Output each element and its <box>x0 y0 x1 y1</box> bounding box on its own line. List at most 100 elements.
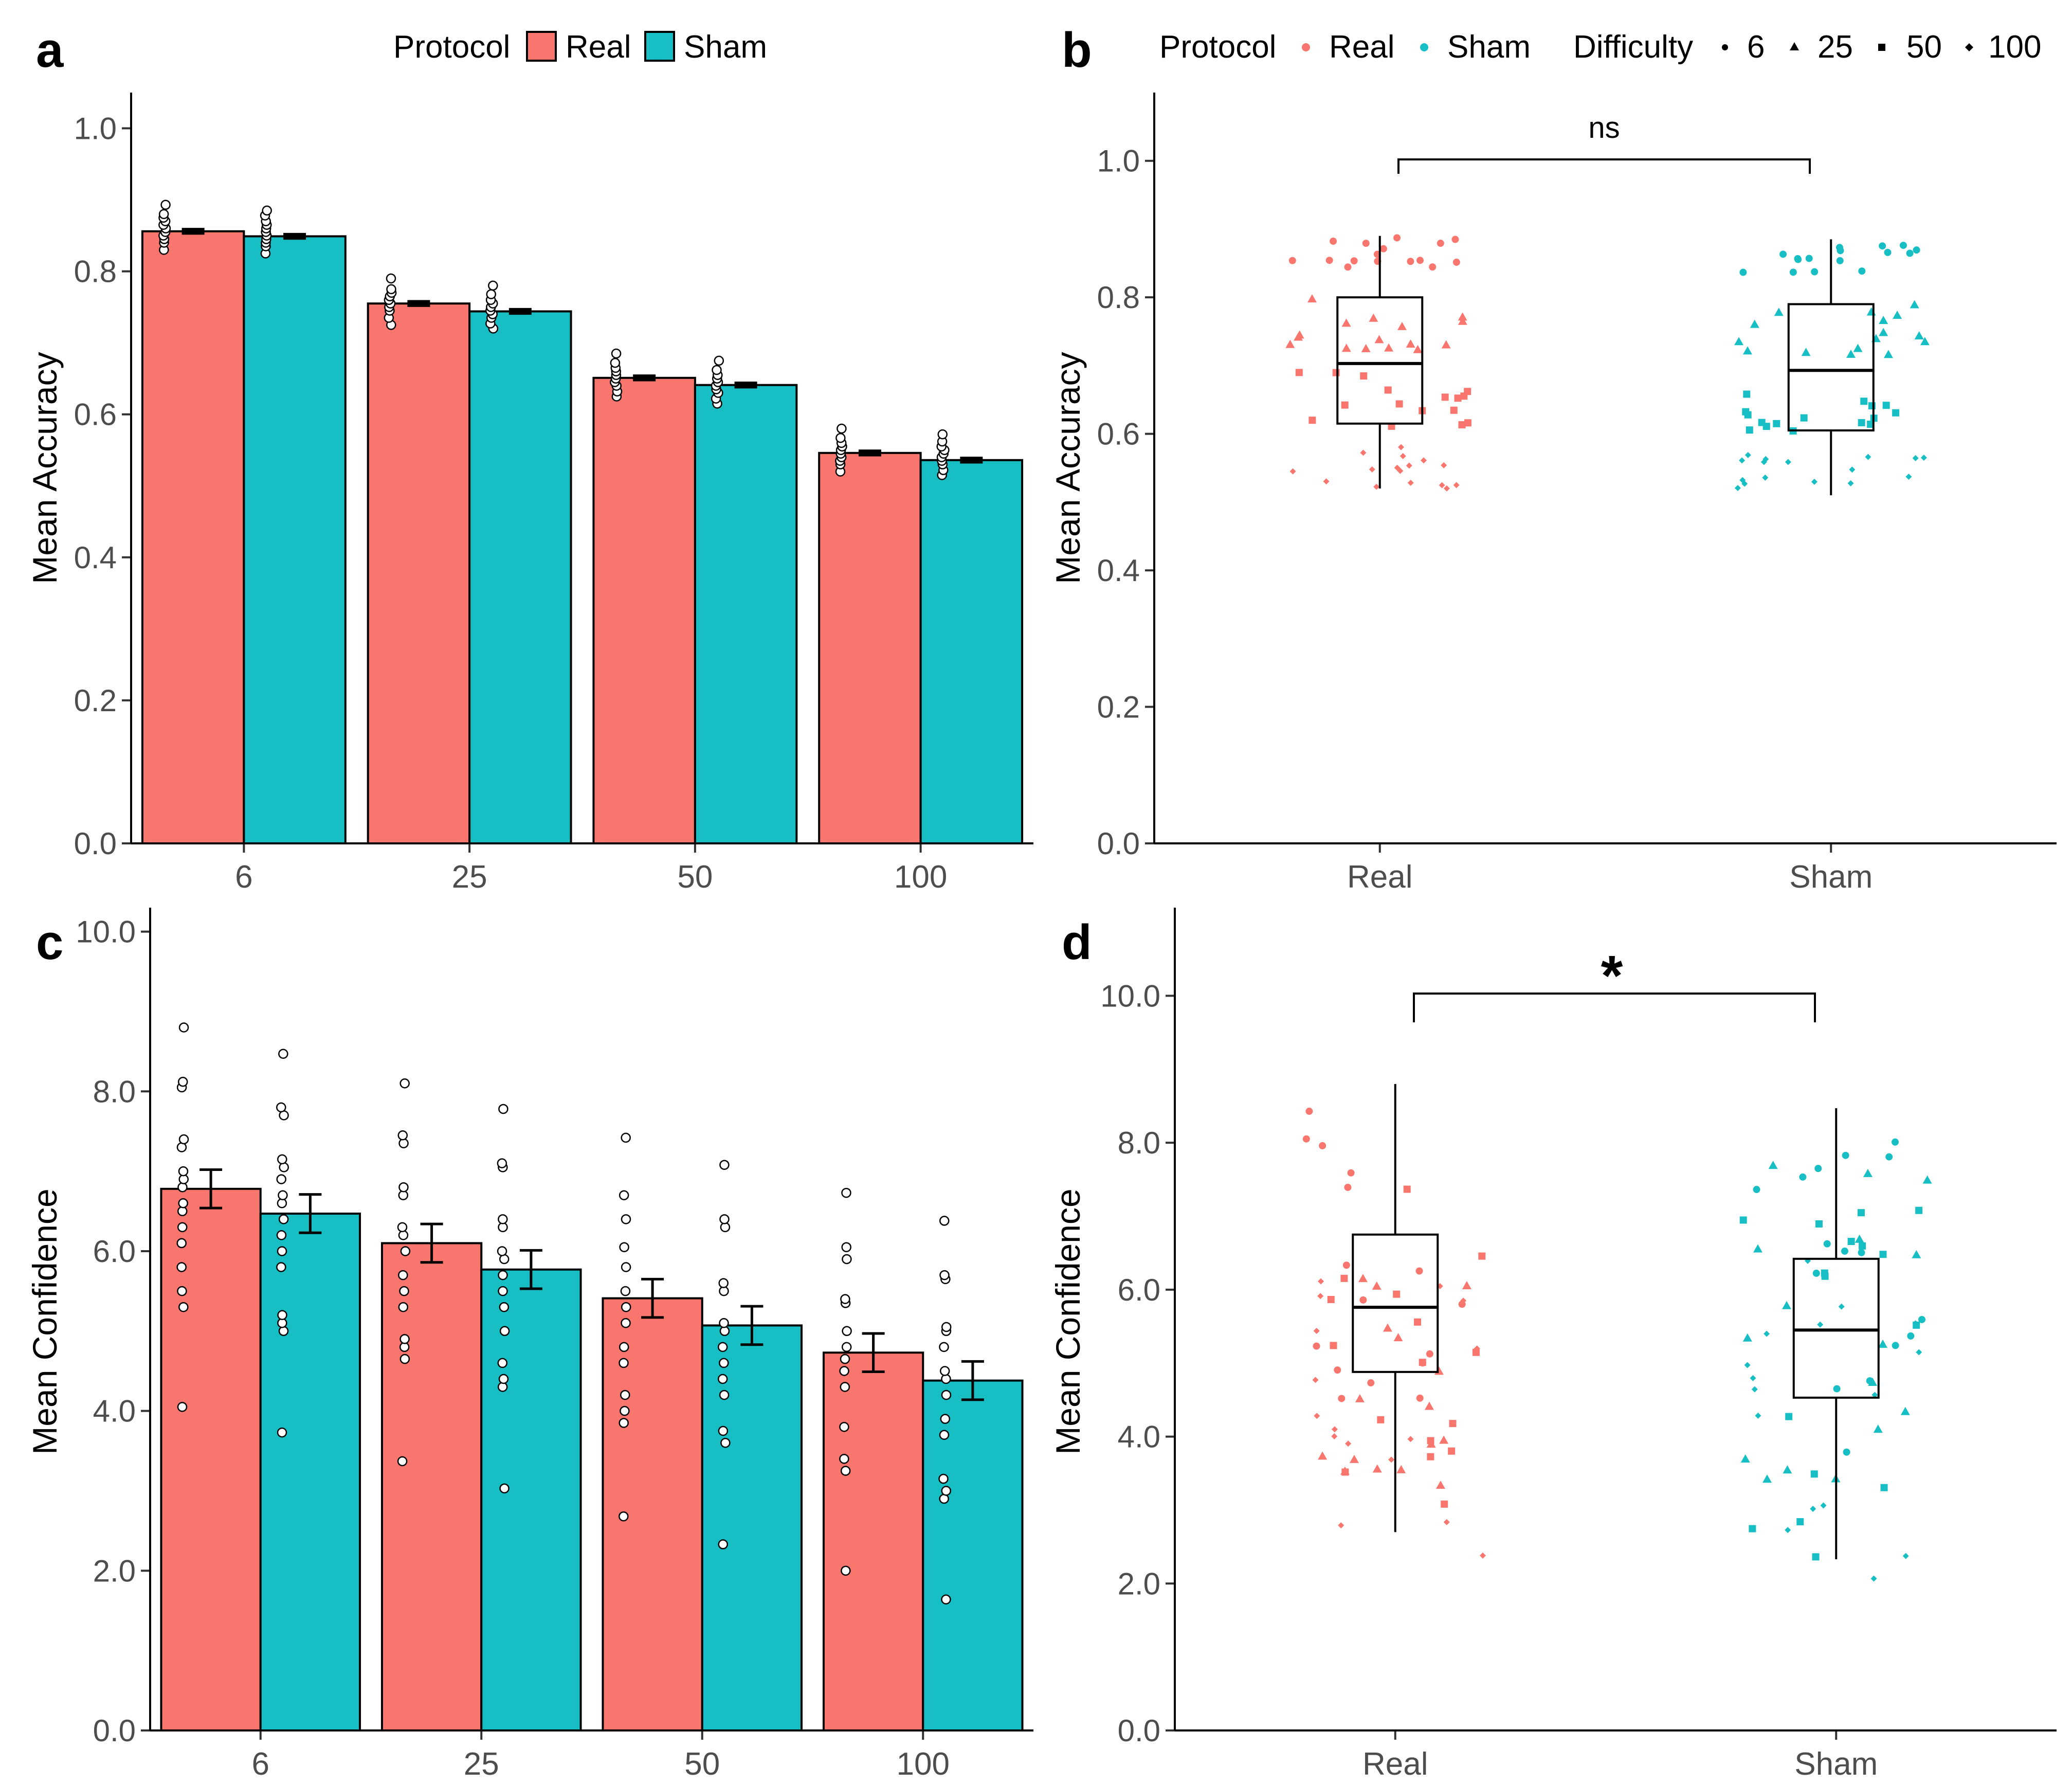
jitter-point-difficulty-25 <box>1369 313 1378 322</box>
jitter-point-difficulty-100 <box>1398 444 1405 450</box>
data-point <box>498 1286 508 1296</box>
legend-b-entry-sham: Sham <box>1447 29 1531 65</box>
jitter-point-difficulty-100 <box>1312 1377 1319 1383</box>
jitter-point-difficulty-6 <box>1805 255 1813 262</box>
panel-a-bar-chart: 0.0 0.2 0.4 0.6 0.8 1.0 6 25 50 100 Mean Accuracy <box>26 93 1033 895</box>
data-point <box>719 1358 729 1368</box>
data-point <box>719 1214 730 1224</box>
data-point <box>397 1456 408 1467</box>
jitter-point-difficulty-6 <box>1811 268 1819 276</box>
data-point <box>497 1246 507 1256</box>
jitter-point-difficulty-6 <box>1858 267 1866 275</box>
jitter-point-difficulty-25 <box>1910 300 1919 309</box>
jitter-point-difficulty-100 <box>1373 483 1380 490</box>
data-point <box>278 1214 289 1224</box>
y-tick-label: 0.0 <box>1118 1713 1160 1748</box>
data-point <box>262 205 272 216</box>
bar-sham-6 <box>259 1212 361 1731</box>
jitter-point-difficulty-100 <box>1912 1320 1919 1327</box>
data-point <box>939 1430 950 1440</box>
error-bar-sham-50 <box>740 1305 764 1346</box>
jitter-point-difficulty-100 <box>1360 449 1367 456</box>
data-point <box>839 1366 849 1376</box>
jitter-point-difficulty-25 <box>1768 1161 1778 1169</box>
y-tick-label: 0.6 <box>1097 417 1140 452</box>
data-point <box>840 1466 851 1476</box>
jitter-point-difficulty-100 <box>1318 1278 1324 1285</box>
panel-label-a: a <box>36 23 64 78</box>
jitter-point-difficulty-50 <box>1810 1470 1818 1478</box>
legend-b-size-entry-6: 6 <box>1747 29 1765 65</box>
jitter-point-difficulty-100 <box>1331 1426 1338 1433</box>
jitter-point-difficulty-25 <box>1393 1333 1403 1342</box>
data-point <box>397 1130 408 1141</box>
jitter-point-difficulty-100 <box>1734 484 1741 491</box>
jitter-point-difficulty-50 <box>1746 426 1753 434</box>
jitter-point-difficulty-6 <box>1415 1267 1423 1275</box>
jitter-point-difficulty-25 <box>1914 331 1924 339</box>
jitter-point-difficulty-50 <box>1478 1252 1486 1260</box>
data-point <box>399 1334 410 1344</box>
jitter-point-difficulty-6 <box>1429 263 1437 271</box>
jitter-point-difficulty-100 <box>1750 1375 1756 1381</box>
jitter-point-difficulty-100 <box>1744 1362 1751 1368</box>
data-point <box>398 1302 409 1312</box>
panel-label-b: b <box>1062 23 1092 78</box>
jitter-point-difficulty-6 <box>1892 1342 1899 1349</box>
jitter-point-difficulty-25 <box>1462 1281 1471 1290</box>
y-tick-label: 0.0 <box>93 1713 136 1748</box>
jitter-point-difficulty-100 <box>1407 1436 1414 1442</box>
panel-d-ticks: 0.0 2.0 4.0 6.0 8.0 10.0 Real Sham <box>1100 979 1878 1782</box>
error-bar-sham-25 <box>519 1249 542 1290</box>
bar-real-50 <box>592 376 696 844</box>
data-point <box>398 1182 409 1193</box>
data-point <box>719 1318 729 1328</box>
y-tick-label: 8.0 <box>93 1074 136 1109</box>
legend-b-title: Protocol <box>1159 29 1276 65</box>
jitter-point-difficulty-100 <box>1912 455 1919 461</box>
panel-a-ticks: 0.0 0.2 0.4 0.6 0.8 1.0 6 25 50 100 <box>74 112 948 895</box>
jitter-point-difficulty-100 <box>1838 1303 1845 1310</box>
data-point <box>499 1483 510 1494</box>
bar-real-100 <box>822 1351 924 1731</box>
legend-a: Protocol Real Sham <box>393 29 767 65</box>
data-point <box>841 1565 851 1576</box>
box-iqr <box>1792 1257 1880 1399</box>
jitter-point-difficulty-100 <box>1338 1522 1344 1529</box>
jitter-point-difficulty-25 <box>1374 335 1384 344</box>
y-tick-label: 0.0 <box>1097 826 1140 861</box>
jitter-point-difficulty-100 <box>1453 482 1460 489</box>
jitter-point-difficulty-100 <box>1811 478 1817 485</box>
jitter-point-difficulty-100 <box>1847 480 1854 486</box>
data-point <box>619 1358 629 1368</box>
jitter-point-difficulty-25 <box>1750 319 1759 328</box>
jitter-point-difficulty-6 <box>1836 257 1844 264</box>
jitter-point-difficulty-50 <box>1327 1296 1335 1304</box>
legend-b-key-real <box>1302 43 1310 51</box>
y-tick-label: 1.0 <box>74 112 117 146</box>
data-point <box>498 1104 508 1114</box>
error-bar-real-6 <box>199 1168 223 1210</box>
jitter-point-difficulty-6 <box>1305 1107 1313 1115</box>
legend-b-size-key-25 <box>1790 42 1799 50</box>
data-point <box>386 284 396 295</box>
y-tick-label: 1.0 <box>1097 144 1140 178</box>
jitter-point-difficulty-25 <box>1458 316 1467 325</box>
jitter-point-difficulty-6 <box>1812 1269 1820 1277</box>
jitter-point-difficulty-100 <box>1323 478 1330 485</box>
error-bar-real-25 <box>407 300 430 307</box>
jitter-point-difficulty-6 <box>1330 238 1337 245</box>
y-tick-label: 4.0 <box>93 1394 136 1429</box>
data-point <box>178 1022 189 1033</box>
jitter-point-difficulty-50 <box>1419 1359 1426 1366</box>
panel-a-marks <box>141 200 1024 845</box>
jitter-point-difficulty-6 <box>1451 236 1459 243</box>
data-point <box>277 1427 287 1438</box>
jitter-point-difficulty-25 <box>1406 339 1415 348</box>
jitter-point-difficulty-100 <box>1289 468 1296 475</box>
legend-b-size-key-100 <box>1965 43 1973 51</box>
bar-real-25 <box>380 1242 483 1732</box>
jitter-point-difficulty-6 <box>1799 1173 1807 1181</box>
jitter-point-difficulty-100 <box>1394 464 1401 471</box>
panel-d-significance-label: * <box>1601 944 1623 1007</box>
